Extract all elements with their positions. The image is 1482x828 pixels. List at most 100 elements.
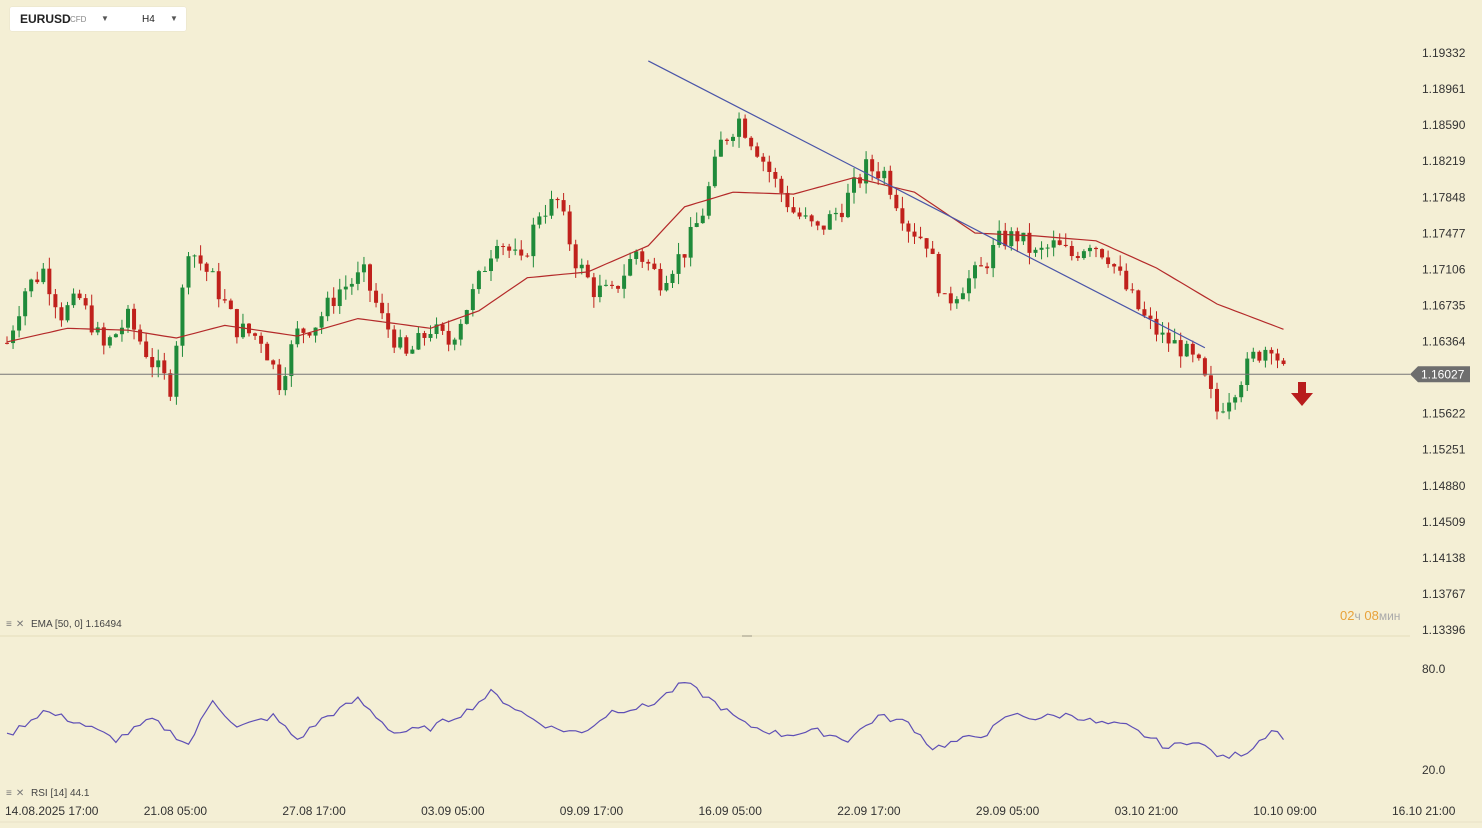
time-tick-label: 21.08 05:00: [144, 804, 208, 818]
candle: [597, 274, 602, 303]
countdown-hours-unit: ч: [1354, 609, 1361, 623]
rsi-tick-label: 20.0: [1422, 763, 1446, 777]
time-tick-label: 10.10 09:00: [1253, 804, 1317, 818]
candle: [301, 327, 306, 344]
candle: [1124, 263, 1129, 292]
price-tick-label: 1.17106: [1422, 262, 1466, 276]
candles: [5, 112, 1286, 420]
candle: [501, 243, 506, 256]
candle: [107, 335, 112, 349]
chevron-down-icon[interactable]: ▼: [170, 14, 178, 23]
candle: [827, 210, 832, 230]
candle: [979, 256, 984, 267]
candle: [876, 162, 881, 185]
countdown-hours: 02: [1340, 608, 1355, 623]
close-icon[interactable]: ✕: [15, 788, 26, 799]
candle: [985, 262, 990, 275]
candle: [1208, 365, 1213, 399]
candle: [138, 324, 143, 345]
settings-icon[interactable]: ≡: [6, 788, 13, 799]
candle: [1081, 249, 1086, 260]
symbol-toolbar: EURUSD CFD ▼ H4 ▼: [10, 7, 186, 31]
trendline-group[interactable]: [648, 60, 1206, 349]
ema-line-group: [6, 176, 1284, 343]
symbol-name[interactable]: EURUSD: [20, 12, 71, 26]
candle: [482, 266, 487, 273]
candle: [380, 293, 385, 320]
candle: [682, 254, 687, 268]
current-price-tag: 1.16027: [1410, 366, 1470, 383]
time-tick-label: 16.10 21:00: [1392, 804, 1456, 818]
candle: [924, 238, 929, 258]
candle: [603, 279, 608, 287]
rsi-axis: 80.0 20.0: [1422, 662, 1446, 777]
candle: [706, 181, 711, 220]
candle: [77, 289, 82, 300]
candle: [1033, 247, 1038, 257]
candle: [900, 196, 905, 231]
candle: [1251, 347, 1256, 362]
candle: [525, 253, 530, 258]
candle: [809, 214, 814, 227]
candle: [349, 278, 354, 295]
candle: [833, 207, 838, 221]
candle: [222, 289, 227, 304]
candle: [17, 305, 22, 338]
price-tick-label: 1.13396: [1422, 623, 1466, 637]
candle: [948, 286, 953, 311]
candle: [1172, 328, 1177, 344]
candle: [210, 268, 215, 273]
rsi-indicator-label[interactable]: ≡ ✕ RSI [14] 44.1: [6, 788, 89, 799]
candle: [1263, 346, 1268, 368]
candle: [1075, 251, 1080, 261]
candle: [1154, 311, 1159, 342]
candle: [1045, 244, 1050, 258]
candle: [240, 313, 245, 339]
timeframe-selector[interactable]: H4: [142, 14, 155, 25]
candle: [718, 131, 723, 157]
time-tick-label: 14.08.2025 17:00: [5, 804, 99, 818]
time-axis[interactable]: 14.08.2025 17:00 21.08 05:00 27.08 17:00 03…: [5, 804, 1456, 818]
candle: [894, 188, 899, 212]
candle: [839, 203, 844, 223]
close-icon[interactable]: ✕: [15, 619, 26, 630]
candle: [289, 340, 294, 387]
trendline[interactable]: [648, 60, 1206, 349]
candle: [1063, 233, 1068, 248]
candle: [616, 285, 621, 293]
candle: [1009, 227, 1014, 251]
candle: [361, 256, 366, 282]
candle: [71, 288, 76, 308]
candle: [1215, 382, 1219, 420]
candle: [337, 278, 342, 314]
candle: [83, 294, 88, 310]
candle: [180, 284, 185, 357]
candle: [1112, 263, 1117, 274]
price-axis[interactable]: 1.19332 1.18961 1.18590 1.18219 1.17848 1.174…: [1410, 46, 1470, 637]
candle: [343, 275, 348, 300]
candle: [906, 220, 911, 243]
candle: [41, 262, 46, 285]
candle: [23, 287, 28, 326]
time-tick-label: 03.09 05:00: [421, 804, 485, 818]
time-tick-label: 29.09 05:00: [976, 804, 1040, 818]
candle: [579, 258, 584, 275]
instrument-type: CFD: [70, 15, 87, 24]
candle: [277, 358, 282, 395]
candle: [628, 252, 633, 277]
settings-icon[interactable]: ≡: [6, 619, 13, 630]
candle: [694, 212, 699, 228]
candle: [591, 272, 596, 308]
current-price-label: 1.16027: [1421, 367, 1465, 381]
candle: [126, 305, 130, 333]
candle: [640, 248, 645, 268]
separators: [0, 635, 1482, 823]
candle: [119, 319, 124, 342]
candle: [573, 239, 578, 278]
rsi-params: [14]: [50, 788, 68, 799]
ema-indicator-label[interactable]: ≡ ✕ EMA [50, 0] 1.16494: [6, 619, 122, 630]
chevron-down-icon[interactable]: ▼: [101, 14, 109, 23]
candle: [150, 348, 155, 378]
candle: [1184, 340, 1189, 358]
